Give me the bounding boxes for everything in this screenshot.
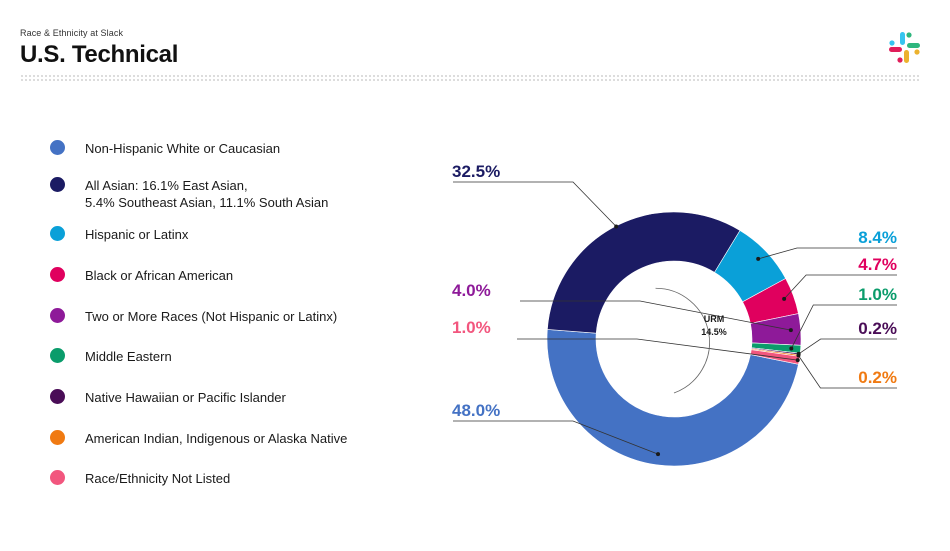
data-label: 0.2%: [858, 319, 897, 338]
callout-line: [453, 181, 617, 227]
legend-item: All Asian: 16.1% East Asian, 5.4% Southea…: [50, 177, 328, 211]
legend-label: Native Hawaiian or Pacific Islander: [85, 389, 286, 406]
data-label: 4.0%: [452, 281, 491, 300]
legend-label: Non-Hispanic White or Caucasian: [85, 140, 280, 157]
callout-line: [798, 355, 897, 389]
legend-label: Two or More Races (Not Hispanic or Latin…: [85, 308, 337, 325]
data-label: 0.2%: [858, 368, 897, 387]
legend-label-line: Black or African American: [85, 268, 234, 283]
callout-line: [790, 304, 897, 349]
data-label: 1.0%: [858, 285, 897, 304]
urm-bracket-arc: [655, 287, 710, 394]
legend-swatch: [50, 267, 65, 282]
header: Race & Ethnicity at Slack U.S. Technical: [20, 28, 178, 69]
donut-slice: [546, 329, 799, 467]
legend-label-line: Native Hawaiian or Pacific Islander: [85, 390, 286, 405]
callout-line: [758, 247, 897, 260]
legend-label-line: Two or More Races (Not Hispanic or Latin…: [85, 309, 338, 324]
legend-item: American Indian, Indigenous or Alaska Na…: [50, 430, 347, 447]
legend-item: Hispanic or Latinx: [50, 226, 188, 243]
data-label: 1.0%: [452, 318, 491, 337]
callout-line: [520, 300, 791, 331]
legend-label-line: 5.4% Southeast Asian, 11.1% South Asian: [85, 195, 329, 210]
chart-subtitle: Race & Ethnicity at Slack: [20, 28, 124, 38]
legend-swatch: [50, 430, 65, 445]
callout-dot: [756, 256, 761, 261]
legend-label: American Indian, Indigenous or Alaska Na…: [85, 430, 347, 447]
callout-dot: [656, 452, 661, 457]
chart-title: U.S. Technical: [20, 41, 179, 68]
legend-swatch: [50, 226, 65, 241]
legend-swatch: [50, 177, 65, 192]
legend-label-line: Middle Eastern: [85, 349, 172, 364]
legend-item: Non-Hispanic White or Caucasian: [50, 140, 280, 157]
legend-swatch: [50, 140, 65, 155]
callout-line: [798, 338, 897, 355]
legend-swatch: [50, 308, 65, 323]
legend-label: All Asian: 16.1% East Asian, 5.4% Southea…: [85, 177, 328, 211]
legend-label-line: Race/Ethnicity Not Listed: [85, 471, 231, 486]
legend-item: Race/Ethnicity Not Listed: [50, 470, 230, 487]
callout-line: [453, 420, 659, 455]
legend-item: Two or More Races (Not Hispanic or Latin…: [50, 308, 337, 325]
legend-label-line: Hispanic or Latinx: [85, 227, 189, 242]
callout-dot: [788, 328, 793, 333]
data-label: 4.7%: [858, 255, 897, 274]
callout-dot: [789, 346, 794, 351]
data-label: 48.0%: [452, 401, 500, 420]
callout-line: [517, 338, 798, 361]
center-label-value: 14.5%: [701, 327, 727, 337]
callout-dot: [795, 358, 800, 363]
callout-dot: [614, 224, 619, 229]
header-divider: [20, 74, 920, 82]
data-label: 8.4%: [858, 228, 897, 247]
legend-swatch: [50, 389, 65, 404]
legend-label: Race/Ethnicity Not Listed: [85, 470, 230, 487]
legend-swatch: [50, 470, 65, 485]
center-label-title: URM: [704, 314, 725, 324]
callout-dot: [796, 353, 801, 358]
data-label: 32.5%: [452, 162, 500, 181]
callout-line: [783, 274, 897, 300]
legend-label: Black or African American: [85, 267, 233, 284]
legend-label: Middle Eastern: [85, 348, 172, 365]
legend-label: Hispanic or Latinx: [85, 226, 188, 243]
legend-item: Black or African American: [50, 267, 233, 284]
legend-label-line: American Indian, Indigenous or Alaska Na…: [85, 431, 348, 446]
legend-item: Middle Eastern: [50, 348, 172, 365]
legend-label-line: All Asian: 16.1% East Asian,: [85, 178, 248, 193]
legend-item: Native Hawaiian or Pacific Islander: [50, 389, 286, 406]
legend-label-line: Non-Hispanic White or Caucasian: [85, 141, 281, 156]
callout-dot: [782, 296, 787, 301]
slack-logo-icon: [889, 32, 920, 63]
legend-swatch: [50, 348, 65, 363]
donut-slice: [547, 211, 741, 334]
